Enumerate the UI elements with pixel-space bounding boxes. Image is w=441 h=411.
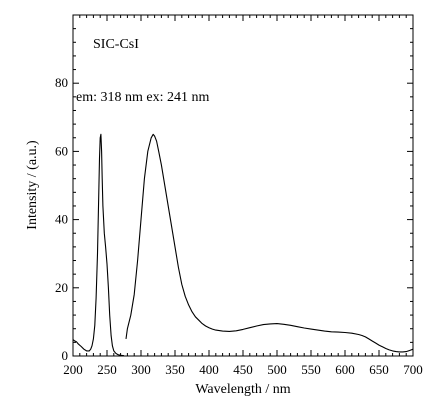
x-tick-label: 500 <box>267 362 287 377</box>
x-tick-label: 350 <box>165 362 185 377</box>
x-tick-label: 300 <box>131 362 151 377</box>
x-axis-label: Wavelength / nm <box>195 382 290 397</box>
y-axis-label: Intensity / (a.u.) <box>25 140 40 230</box>
y-tick-label: 80 <box>55 75 68 90</box>
y-tick-label: 60 <box>55 143 68 158</box>
x-tick-labels: 200 250 300 350 400 450 500 550 600 650 700 <box>63 362 423 377</box>
series-lines <box>72 133 414 357</box>
y-tick-label: 20 <box>55 280 68 295</box>
x-tick-label: 700 <box>403 362 423 377</box>
annotation-wavelengths: em: 318 nm ex: 241 nm <box>76 90 209 105</box>
y-tick-label: 40 <box>55 212 68 227</box>
y-tick-label: 0 <box>62 348 69 363</box>
x-tick-label: 550 <box>301 362 321 377</box>
x-tick-label: 250 <box>97 362 117 377</box>
x-tick-label: 650 <box>369 362 389 377</box>
x-tick-label: 200 <box>63 362 83 377</box>
y-tick-labels: 0 20 40 60 80 <box>55 75 68 363</box>
excitation-spectrum-line <box>72 133 125 357</box>
plot-frame <box>72 14 414 357</box>
x-tick-label: 600 <box>335 362 355 377</box>
tick-marks <box>72 15 414 357</box>
emission-spectrum-line <box>125 133 414 353</box>
x-tick-label: 400 <box>199 362 219 377</box>
annotation-sample-name: SIC-CsI <box>93 37 139 52</box>
x-tick-label: 450 <box>233 362 253 377</box>
